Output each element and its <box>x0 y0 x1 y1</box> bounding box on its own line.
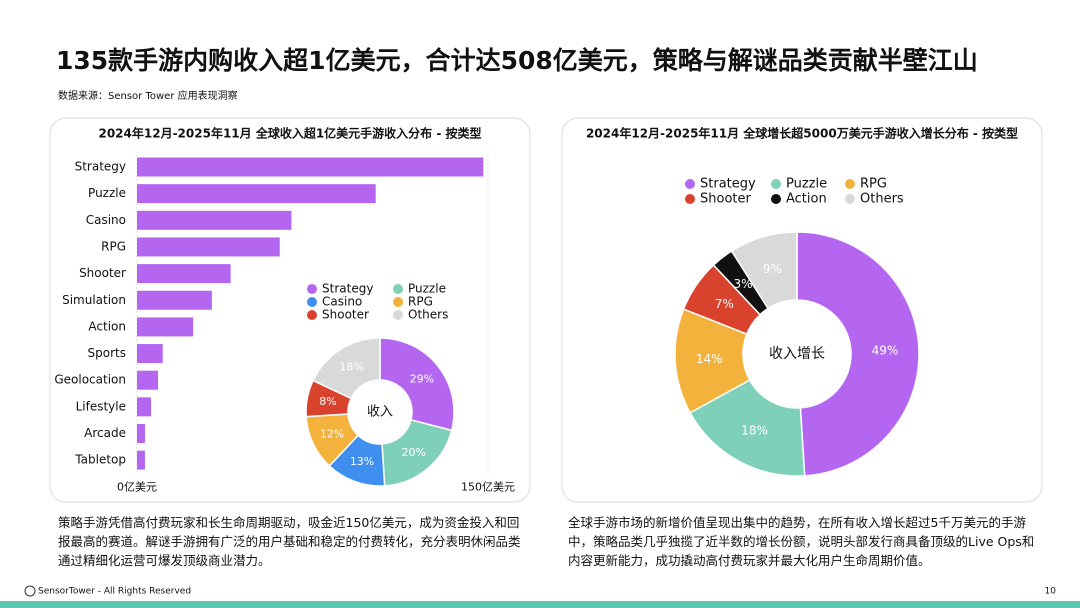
value-label: 8% <box>319 395 336 408</box>
legend-swatch <box>685 179 695 189</box>
slide-title: 135款手游内购收入超1亿美元，合计达508亿美元，策略与解谜品类贡献半壁江山 <box>56 46 978 75</box>
slice <box>379 337 455 432</box>
bar <box>137 157 484 177</box>
legend-label: Shooter <box>322 308 369 322</box>
y-tick-label: Sports <box>88 346 126 360</box>
footer-bar <box>0 601 1080 608</box>
slice <box>312 337 381 400</box>
y-tick-label: Shooter <box>79 266 126 280</box>
legend-label: RPG <box>408 295 433 309</box>
legend-label: Puzzle <box>786 177 827 192</box>
value-label: 12% <box>320 428 344 441</box>
panel-title: 2024年12月-2025年11月 全球增长超5000万美元手游收入增长分布 -… <box>586 126 1018 141</box>
page-number: 10 <box>1045 587 1057 597</box>
bar <box>137 317 194 337</box>
y-tick-label: Action <box>88 319 126 333</box>
bar <box>137 290 212 310</box>
slice <box>730 231 798 310</box>
right-panel <box>561 117 1043 503</box>
y-tick-label: RPG <box>101 239 126 253</box>
legend-swatch <box>307 297 317 307</box>
legend-swatch <box>771 194 781 204</box>
y-tick-label: Geolocation <box>54 373 126 387</box>
x-tick-label: 150亿美元 <box>461 480 515 493</box>
legend-label: Strategy <box>700 177 756 192</box>
value-label: 18% <box>339 360 363 373</box>
legend-label: Shooter <box>700 192 751 207</box>
center-label: 收入增长 <box>769 346 825 362</box>
bar <box>137 397 152 417</box>
value-label: 18% <box>741 424 768 438</box>
legend-swatch <box>393 284 403 294</box>
y-tick-label: Casino <box>86 213 126 227</box>
legend-swatch <box>685 194 695 204</box>
legend-swatch <box>307 284 317 294</box>
y-tick-label: Tabletop <box>74 453 126 467</box>
legend-label: Puzzle <box>408 282 446 296</box>
note: 策略手游凭借高付费玩家和长生命周期驱动，吸金近150亿美元，成为资金投入和回报最… <box>58 515 521 568</box>
copyright: SensorTower - All Rights Reserved <box>38 587 191 597</box>
legend-swatch <box>771 179 781 189</box>
note: 全球手游市场的新增价值呈现出集中的趋势，在所有收入增长超过5千万美元的手游中，策… <box>568 515 1035 568</box>
legend-label: Casino <box>322 295 362 309</box>
value-label: 7% <box>715 297 734 311</box>
value-label: 20% <box>402 446 426 459</box>
center-label: 收入 <box>367 405 393 420</box>
bar <box>137 344 163 364</box>
legend-label: Others <box>860 192 904 207</box>
x-tick-label: 0亿美元 <box>117 480 157 493</box>
legend-swatch <box>845 194 855 204</box>
slice <box>689 378 806 477</box>
logo <box>24 585 36 597</box>
value-label: 14% <box>696 352 723 366</box>
legend-swatch <box>393 297 403 307</box>
legend-label: RPG <box>860 177 887 192</box>
bar <box>137 450 145 470</box>
legend-label: Others <box>408 308 448 322</box>
y-tick-label: Arcade <box>84 426 126 440</box>
y-tick-label: Lifestyle <box>76 399 126 413</box>
bar <box>137 264 231 284</box>
legend-label: Strategy <box>322 282 373 296</box>
legend-swatch <box>307 310 317 320</box>
source: 数据来源：Sensor Tower 应用表现洞察 <box>58 89 238 102</box>
bar <box>137 370 159 390</box>
legend-swatch <box>845 179 855 189</box>
panel-title: 2024年12月-2025年11月 全球收入超1亿美元手游收入分布 - 按类型 <box>98 126 481 141</box>
value-label: 9% <box>763 262 782 276</box>
value-label: 13% <box>350 455 374 468</box>
legend-swatch <box>393 310 403 320</box>
bar <box>137 210 292 230</box>
value-label: 29% <box>410 373 434 386</box>
y-tick-label: Puzzle <box>88 186 126 200</box>
legend-label: Action <box>786 192 827 207</box>
slice <box>796 231 920 477</box>
value-label: 3% <box>734 277 753 291</box>
value-label: 49% <box>872 344 899 358</box>
y-tick-label: Strategy <box>75 160 126 174</box>
bar <box>137 237 280 257</box>
bar <box>137 424 145 443</box>
y-tick-label: Simulation <box>62 293 126 307</box>
bar <box>137 184 376 204</box>
